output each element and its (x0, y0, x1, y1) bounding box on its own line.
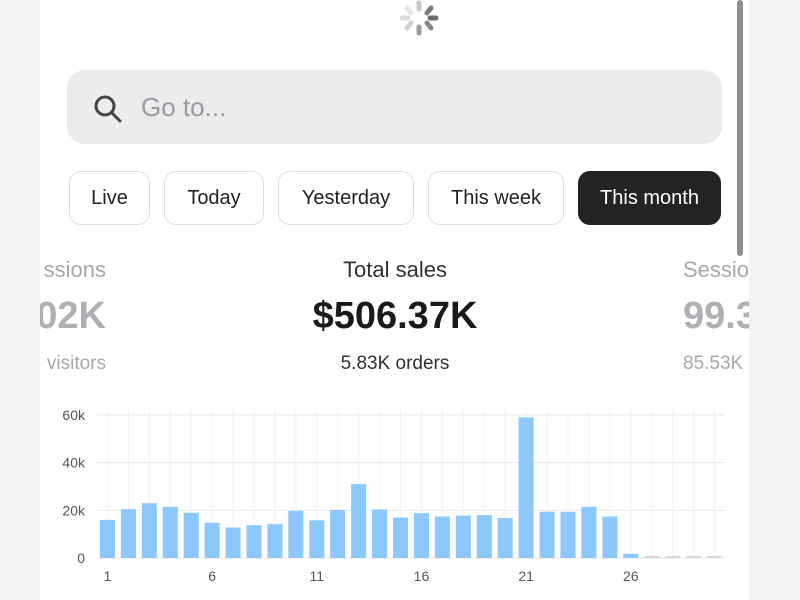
bar-day-7 (225, 527, 241, 558)
scrollbar[interactable] (737, 0, 743, 256)
search-bar[interactable] (67, 70, 722, 144)
bar-day-20 (497, 517, 513, 558)
bar-day-24 (581, 506, 597, 558)
bar-day-11 (309, 520, 325, 558)
search-input[interactable] (141, 88, 681, 126)
bar-day-4 (162, 506, 178, 558)
bar-day-22 (539, 511, 555, 558)
bar-day-1 (99, 519, 116, 558)
metric-label: Total sales (343, 257, 447, 282)
bar-day-27 (644, 556, 660, 558)
bar-day-25 (602, 516, 618, 558)
x-tick-label: 11 (310, 568, 325, 584)
filter-today[interactable]: Today (164, 171, 264, 225)
x-tick-label: 6 (208, 568, 216, 584)
filter-yesterday[interactable]: Yesterday (278, 171, 414, 225)
metric-value: 99.3 (683, 295, 749, 337)
metric-sub: 5.83K orders (340, 353, 450, 374)
bar-day-21 (518, 417, 534, 558)
bar-day-2 (120, 509, 136, 558)
bar-day-9 (267, 524, 283, 558)
metric-sub: 85.53K (683, 353, 744, 374)
bar-day-6 (204, 522, 220, 558)
x-tick-label: 16 (414, 568, 430, 584)
date-range-filters: Live Today Yesterday This week This mont… (69, 171, 721, 225)
y-tick-label: 0 (77, 550, 85, 566)
bar-day-16 (413, 513, 430, 558)
loading-spinner-icon (399, 0, 439, 36)
y-tick-label: 40k (62, 455, 86, 471)
metric-card-total-sales[interactable]: Total sales $506.37K 5.83K orders (245, 256, 545, 376)
bar-day-23 (560, 511, 576, 558)
bar-day-26 (623, 553, 639, 558)
bar-day-30 (706, 556, 723, 558)
bar-day-15 (392, 517, 409, 558)
bar-day-29 (686, 556, 702, 558)
y-tick-label: 20k (62, 502, 86, 518)
x-tick-label: 26 (623, 568, 639, 584)
search-icon (94, 95, 122, 123)
y-tick-label: 60k (62, 407, 86, 423)
bar-day-5 (183, 512, 199, 558)
bar-day-13 (351, 484, 367, 558)
x-tick-label: 1 (104, 568, 112, 584)
metric-value: 02K (40, 295, 106, 337)
metric-sub: visitors (46, 353, 106, 374)
metric-card-sessions-next[interactable]: Sessio 99.3 85.53K (683, 256, 749, 376)
filter-this-month[interactable]: This month (578, 171, 721, 225)
bar-day-28 (665, 556, 681, 558)
bar-day-19 (476, 515, 492, 558)
filter-live[interactable]: Live (69, 171, 150, 225)
bar-day-14 (372, 509, 388, 558)
bar-day-3 (141, 503, 157, 558)
bar-day-10 (288, 510, 304, 558)
metric-label: Sessio (683, 257, 749, 282)
metric-card-sessions-prev[interactable]: ssions 02K visitors (40, 256, 106, 376)
metric-value: $506.37K (312, 295, 478, 337)
app-screen: Live Today Yesterday This week This mont… (40, 0, 749, 600)
filter-this-week[interactable]: This week (428, 171, 564, 225)
bar-day-12 (330, 509, 346, 558)
metric-label: ssions (43, 257, 106, 282)
bar-day-8 (246, 525, 262, 558)
bar-day-17 (434, 516, 450, 558)
x-tick-label: 21 (518, 568, 534, 584)
bar-day-18 (455, 515, 471, 558)
